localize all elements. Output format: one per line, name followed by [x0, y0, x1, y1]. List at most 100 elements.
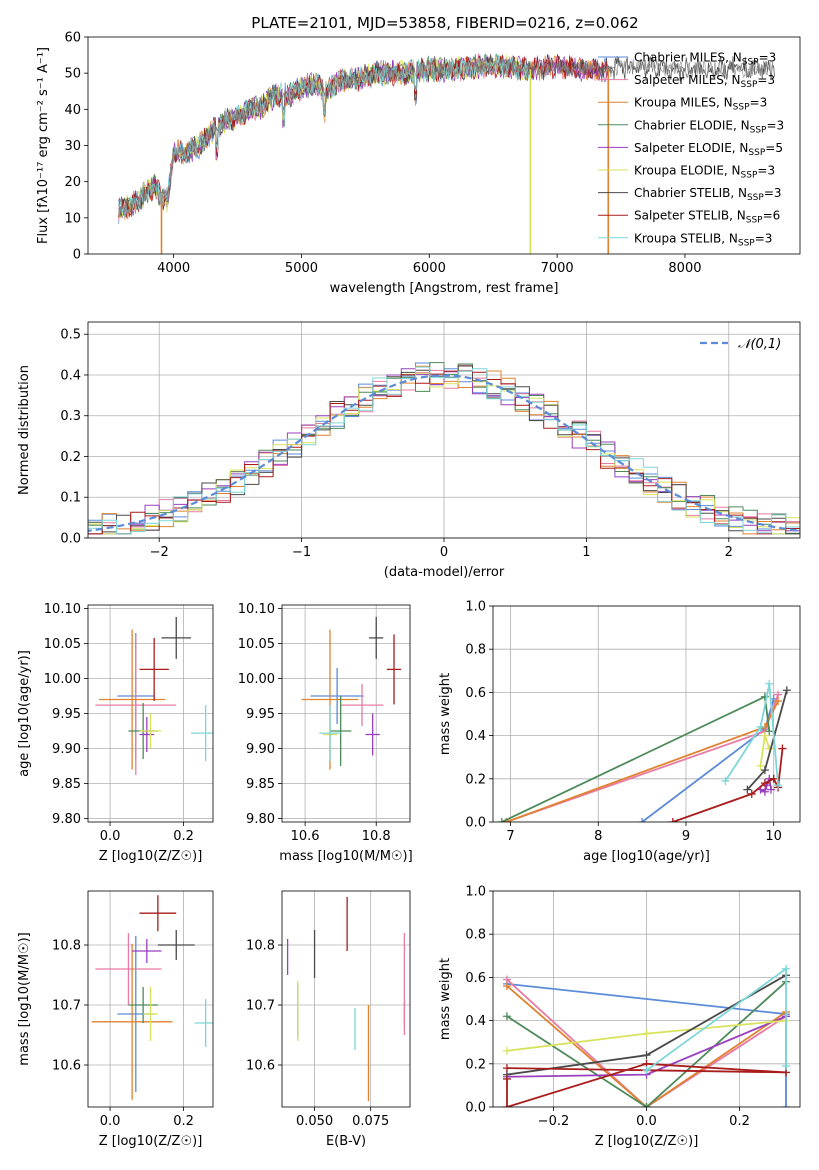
x-axis-label: mass [log10(M/M☉)] [279, 849, 412, 864]
x-axis-label: E(B-V) [326, 1134, 366, 1149]
y-tick-label: 10.8 [246, 939, 275, 954]
x-tick-label: 0.0 [100, 1114, 121, 1129]
x-tick-label: −0.2 [538, 1114, 570, 1129]
y-axis-label: Flux [fλ10⁻¹⁷ erg cm⁻² s⁻¹ A⁻¹] [36, 47, 51, 244]
series-line [505, 694, 779, 822]
legend-label: Kroupa ELODIE, NSSP=3 [634, 164, 775, 181]
x-tick-label: −2 [150, 545, 169, 560]
x-tick-label: 8 [594, 829, 602, 844]
y-tick-label: 0.3 [60, 409, 81, 424]
legend-label: 𝒩(0,1) [738, 337, 781, 352]
y-tick-label: 0.4 [60, 368, 81, 383]
y-tick-label: 0.8 [465, 643, 486, 658]
series-marker [497, 818, 506, 822]
y-tick-label: 10.10 [44, 602, 81, 617]
y-tick-label: 50 [64, 67, 81, 82]
axes-frame [87, 321, 801, 539]
series-marker [769, 774, 778, 783]
plot-area [88, 322, 800, 538]
y-tick-label: 10.8 [52, 939, 81, 954]
x-tick-label: 0.2 [173, 1114, 194, 1129]
x-tick-label: 5000 [285, 261, 318, 276]
x-tick-label: 0.075 [352, 1114, 389, 1129]
panel-residuals: −2 −1 0 1 2 0.0 0.1 0.2 0.3 0.4 0.5 (data-model)/er… [17, 321, 801, 580]
y-tick-label: 10.10 [238, 602, 275, 617]
spectrum-line [118, 53, 532, 218]
y-tick-label: 10 [64, 211, 81, 226]
panels: 4000 5000 6000 7000 80000102030405060wavelen… [17, 31, 801, 1149]
x-tick-label: 4000 [157, 261, 190, 276]
y-tick-label: 9.80 [52, 812, 81, 827]
x-tick-label: 0.2 [173, 829, 194, 844]
series-marker [502, 1012, 511, 1021]
series-marker [760, 766, 769, 775]
y-tick-label: 10.7 [246, 999, 275, 1014]
y-axis-label: age [log10(age/yr)] [17, 650, 32, 777]
series-line [506, 981, 787, 1107]
axes-frame [87, 604, 214, 823]
axes-frame [492, 605, 801, 823]
legend-label: Chabrier MILES, NSSP=3 [634, 51, 776, 68]
legend: 𝒩(0,1) [700, 337, 781, 352]
series-marker [638, 818, 647, 822]
y-tick-label: 1.0 [465, 885, 486, 900]
y-tick-label: 9.90 [246, 742, 275, 757]
y-tick-label: 10.00 [44, 672, 81, 687]
x-tick-label: 7000 [541, 261, 574, 276]
y-tick-label: 0 [73, 248, 81, 263]
axes-frame [87, 36, 801, 255]
panel-age_vs_mass: 10.6 10.8 9.80 9.85 9.90 9.95 10.00 10.05 10.10 m… [238, 602, 413, 864]
y-tick-label: 10.00 [238, 672, 275, 687]
series-marker [502, 1074, 511, 1083]
y-tick-label: 9.95 [52, 707, 81, 722]
figure-title: PLATE=2101, MJD=53858, FIBERID=0216, z=0… [251, 14, 638, 32]
legend-label: Kroupa STELIB, NSSP=3 [634, 231, 772, 248]
x-tick-label: 9 [682, 829, 690, 844]
spectrum-line [118, 55, 532, 218]
series-marker [765, 679, 774, 688]
y-tick-label: 0.0 [465, 816, 486, 831]
series-marker [743, 785, 752, 794]
y-tick-label: 0.0 [465, 1101, 486, 1116]
series-marker [782, 1061, 791, 1070]
y-tick-label: 10.05 [44, 637, 81, 652]
x-axis-label: wavelength [Angstrom, rest frame] [330, 281, 559, 296]
y-axis-label: mass weight [438, 958, 453, 1040]
series-marker [502, 982, 511, 991]
y-tick-label: 0.0 [60, 532, 81, 547]
y-tick-label: 9.90 [52, 742, 81, 757]
x-tick-label: 10.6 [291, 829, 320, 844]
legend-label: Salpeter STELIB, NSSP=6 [634, 209, 780, 226]
x-axis-label: Z [log10(Z/Z☉)] [99, 849, 203, 864]
x-axis-label: age [log10(age/yr)] [583, 849, 710, 864]
y-axis-label: Normed distribution [17, 365, 32, 495]
legend-label: Kroupa MILES, NSSP=3 [634, 96, 767, 113]
panel-mass_vs_Z: 0.0 0.2 10.6 10.7 10.8 Z [log10(Z/Z☉)] mass [l… [17, 890, 214, 1149]
series-marker [502, 1103, 511, 1107]
series-marker [642, 1029, 651, 1038]
y-tick-label: 9.95 [246, 707, 275, 722]
axes-frame [87, 890, 214, 1108]
series-marker [721, 776, 730, 785]
x-tick-label: 1 [582, 545, 590, 560]
y-tick-label: 0.6 [465, 686, 486, 701]
series-line [641, 698, 775, 822]
x-tick-label: 10.8 [362, 829, 391, 844]
normal-curve [88, 374, 800, 533]
legend-label: Chabrier ELODIE, NSSP=3 [634, 118, 784, 135]
y-tick-label: 0.8 [465, 928, 486, 943]
y-tick-label: 0.1 [60, 491, 81, 506]
axes-frame [281, 604, 411, 823]
plot-area [282, 605, 410, 822]
spectrum-data-line [118, 57, 775, 218]
plot-area [118, 53, 775, 254]
y-tick-label: 0.2 [465, 772, 486, 787]
panel-weight_vs_age: 7 8 9 10 0.0 0.2 0.4 0.6 0.8 1.0 age [log10(age/yr… [438, 600, 801, 864]
series-marker [782, 964, 791, 973]
y-tick-label: 0.6 [465, 971, 486, 986]
series-marker [642, 1103, 651, 1107]
series-marker [765, 727, 774, 736]
y-tick-label: 0.2 [60, 450, 81, 465]
series-marker [782, 686, 791, 695]
